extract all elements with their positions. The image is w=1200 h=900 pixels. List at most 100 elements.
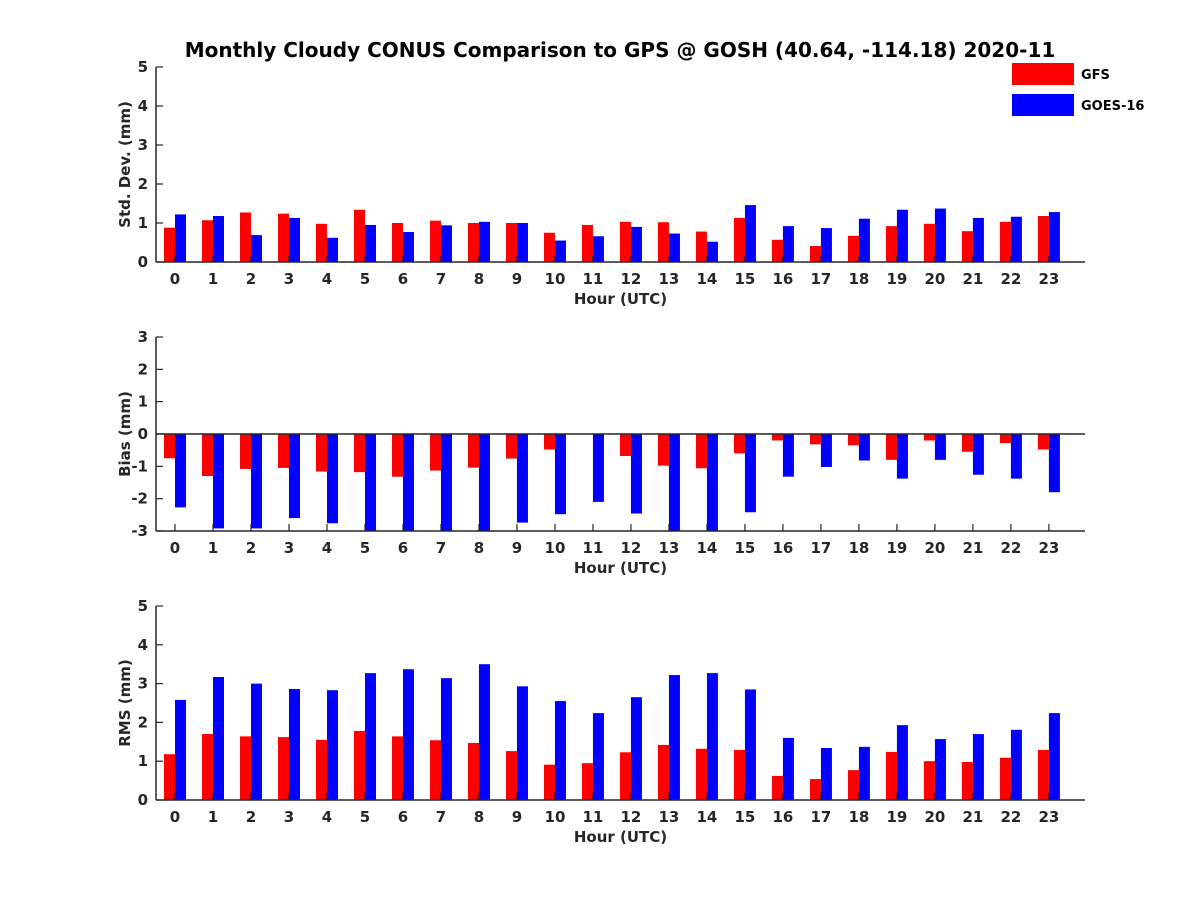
stddev-bar-goes-16-19 bbox=[896, 209, 908, 262]
bias-xtick-label: 22 bbox=[1000, 539, 1021, 557]
stddev-ytick-label: 4 bbox=[138, 97, 148, 115]
stddev-bar-goes-16-1 bbox=[212, 215, 224, 262]
bias-bar-goes-16-0 bbox=[175, 434, 186, 508]
bias-xtick-label: 6 bbox=[398, 539, 408, 557]
bias-bar-goes-16-7 bbox=[440, 434, 452, 531]
stddev-bar-goes-16-18 bbox=[858, 218, 870, 262]
rms-bar-gfs-1 bbox=[201, 734, 213, 800]
rms-bar-goes-16-18 bbox=[858, 746, 870, 800]
rms-ytick-label: 4 bbox=[138, 636, 148, 654]
rms-bar-goes-16-8 bbox=[478, 664, 490, 800]
bias-bar-gfs-12 bbox=[619, 434, 631, 456]
stddev-bar-goes-16-0 bbox=[175, 214, 186, 262]
rms-xtick-label: 4 bbox=[322, 808, 332, 826]
stddev-xtick-label: 22 bbox=[1000, 270, 1021, 288]
legend: GFS GOES-16 bbox=[1012, 63, 1144, 116]
rms-bar-gfs-10 bbox=[543, 764, 555, 800]
rms-bar-gfs-15 bbox=[733, 749, 745, 800]
bias-bar-gfs-16 bbox=[771, 434, 783, 441]
rms-bar-gfs-3 bbox=[277, 737, 289, 800]
bias-xtick-label: 5 bbox=[360, 539, 370, 557]
rms-bar-goes-16-10 bbox=[554, 701, 566, 800]
rms-bar-gfs-18 bbox=[847, 770, 859, 800]
stddev-xtick-label: 11 bbox=[583, 270, 604, 288]
stddev-xtick-label: 20 bbox=[924, 270, 945, 288]
bias-bar-gfs-14 bbox=[695, 434, 707, 469]
bias-bar-goes-16-20 bbox=[934, 434, 946, 460]
stddev-bar-gfs-20 bbox=[923, 223, 935, 262]
bias-bar-gfs-22 bbox=[999, 434, 1011, 444]
stddev-bar-gfs-0 bbox=[164, 227, 175, 262]
bias-xtick-label: 12 bbox=[621, 539, 642, 557]
bias-xtick-label: 9 bbox=[512, 539, 522, 557]
stddev-bar-goes-16-3 bbox=[288, 217, 300, 262]
rms-bar-gfs-8 bbox=[467, 742, 479, 800]
stddev-bar-goes-16-6 bbox=[402, 231, 414, 262]
stddev-bar-gfs-16 bbox=[771, 239, 783, 262]
rms-bar-goes-16-14 bbox=[706, 673, 718, 800]
stddev-bar-goes-16-14 bbox=[706, 241, 718, 262]
bias-xtick-label: 17 bbox=[810, 539, 831, 557]
stddev-bar-goes-16-5 bbox=[364, 224, 376, 262]
bias-bar-goes-16-22 bbox=[1010, 434, 1022, 479]
stddev-bar-goes-16-4 bbox=[326, 237, 338, 262]
stddev-bar-goes-16-10 bbox=[554, 240, 566, 262]
rms-bar-goes-16-20 bbox=[934, 739, 946, 800]
rms-xtick-label: 9 bbox=[512, 808, 522, 826]
bias-bar-gfs-1 bbox=[201, 434, 213, 477]
stddev-xtick-label: 18 bbox=[848, 270, 869, 288]
bias-ytick-label: 3 bbox=[138, 328, 148, 346]
stddev-bar-goes-16-11 bbox=[592, 236, 604, 262]
rms-bar-goes-16-11 bbox=[592, 713, 604, 800]
rms-bar-gfs-7 bbox=[429, 740, 441, 800]
chart-title: Monthly Cloudy CONUS Comparison to GPS @… bbox=[185, 38, 1056, 62]
bias-xtick-label: 13 bbox=[659, 539, 680, 557]
stddev-xtick-label: 8 bbox=[474, 270, 484, 288]
rms-bar-goes-16-15 bbox=[744, 689, 756, 800]
rms-xtick-label: 23 bbox=[1038, 808, 1059, 826]
bias-xtick-label: 20 bbox=[924, 539, 945, 557]
rms-bar-goes-16-9 bbox=[516, 686, 528, 800]
rms-xtick-label: 0 bbox=[170, 808, 180, 826]
bias-bar-gfs-3 bbox=[277, 434, 289, 468]
rms-xtick-label: 10 bbox=[545, 808, 566, 826]
stddev-bar-gfs-8 bbox=[467, 223, 479, 262]
stddev-bar-goes-16-12 bbox=[630, 226, 642, 262]
stddev-ytick-label: 3 bbox=[138, 136, 148, 154]
bias-xtick-label: 11 bbox=[583, 539, 604, 557]
stddev-xtick-label: 3 bbox=[284, 270, 294, 288]
rms-ytick-label: 3 bbox=[138, 675, 148, 693]
stddev-xtick-label: 4 bbox=[322, 270, 332, 288]
stddev-bar-gfs-6 bbox=[391, 223, 403, 262]
bias-xtick-label: 16 bbox=[772, 539, 793, 557]
bias-bar-goes-16-3 bbox=[288, 434, 300, 519]
rms-xtick-label: 6 bbox=[398, 808, 408, 826]
legend-label-goes-16: GOES-16 bbox=[1081, 99, 1144, 114]
stddev-bar-gfs-22 bbox=[999, 221, 1011, 262]
stddev-xtick-label: 5 bbox=[360, 270, 370, 288]
bias-bar-gfs-4 bbox=[315, 434, 327, 472]
stddev-xtick-label: 12 bbox=[621, 270, 642, 288]
stddev-xtick-label: 15 bbox=[734, 270, 755, 288]
legend-swatch-gfs bbox=[1012, 63, 1074, 85]
rms-xtick-label: 13 bbox=[659, 808, 680, 826]
stddev-bar-gfs-7 bbox=[429, 220, 441, 262]
stddev-xtick-label: 23 bbox=[1038, 270, 1059, 288]
rms-bar-gfs-11 bbox=[581, 763, 593, 800]
bias-bar-gfs-0 bbox=[164, 434, 175, 459]
bias-ytick-label: -1 bbox=[131, 457, 148, 475]
bias-bar-gfs-9 bbox=[505, 434, 517, 459]
rms-bar-gfs-19 bbox=[885, 751, 897, 800]
stddev-bar-gfs-2 bbox=[239, 212, 251, 262]
rms-bar-goes-16-16 bbox=[782, 737, 794, 800]
stddev-xtick-label: 7 bbox=[436, 270, 446, 288]
bias-bar-gfs-23 bbox=[1037, 434, 1049, 450]
rms-bar-gfs-4 bbox=[315, 739, 327, 800]
stddev-bar-goes-16-13 bbox=[668, 233, 680, 262]
bias-xtick-label: 23 bbox=[1038, 539, 1059, 557]
bias-ytick-label: -2 bbox=[131, 490, 148, 508]
stddev-xtick-label: 17 bbox=[810, 270, 831, 288]
